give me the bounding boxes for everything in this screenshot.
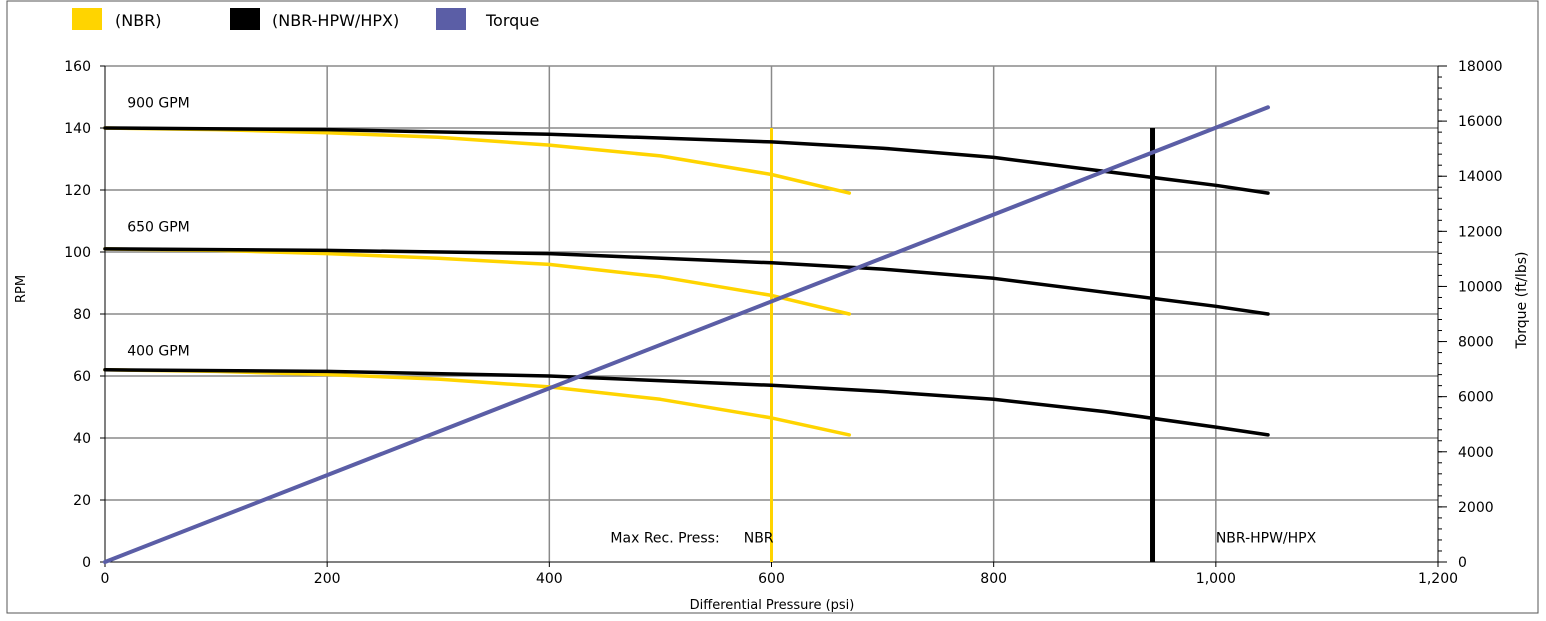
legend-swatch-nbr-hpw-hpx (230, 8, 260, 30)
legend-swatch-nbr (72, 8, 102, 30)
series-line (103, 126, 1270, 195)
chart-labels: 900 GPM 650 GPM 400 GPM Max Rec. Press: NBR N… (127, 96, 1316, 547)
annotation-label: NBR (744, 530, 774, 546)
legend-label-nbr-hpw-hpx: (NBR-HPW/HPX) (272, 11, 399, 30)
y2-axis-label: Torque (ft/lbs) (1514, 252, 1530, 350)
reference-lines (770, 128, 1156, 562)
x-tick-label: 400 (536, 571, 563, 587)
y-tick-label: 20 (73, 493, 91, 509)
flow-label: 650 GPM (127, 220, 190, 236)
y-tick-label: 160 (64, 59, 91, 75)
legend-label-nbr: (NBR) (115, 11, 162, 30)
x-tick-label: 1,200 (1418, 571, 1458, 587)
y2-tick-label: 2000 (1458, 500, 1494, 516)
y2-tick-label: 4000 (1458, 445, 1494, 461)
y-tick-label: 0 (82, 555, 91, 571)
x-tick-label: 0 (101, 571, 110, 587)
y-tick-label: 80 (73, 307, 91, 323)
x-tick-label: 200 (314, 571, 341, 587)
annotation-label: NBR-HPW/HPX (1216, 530, 1317, 546)
x-tick-label: 800 (980, 571, 1007, 587)
legend: (NBR) (NBR-HPW/HPX) Torque (72, 8, 539, 30)
x-axis-label: Differential Pressure (psi) (690, 598, 855, 613)
y-tick-label: 140 (64, 121, 91, 137)
y2-tick-label: 12000 (1458, 224, 1503, 240)
series-line (103, 368, 1270, 437)
series-line (103, 247, 1270, 316)
flow-label: 900 GPM (127, 96, 190, 112)
y-tick-label: 40 (73, 431, 91, 447)
y2-tick-label: 10000 (1458, 279, 1503, 295)
y-tick-label: 60 (73, 369, 91, 385)
y2-tick-label: 8000 (1458, 335, 1494, 351)
y-tick-label: 100 (64, 245, 91, 261)
y2-tick-label: 0 (1458, 555, 1467, 571)
x-tick-label: 1,000 (1196, 571, 1236, 587)
x-tick-label: 600 (758, 571, 785, 587)
annotation-label: Max Rec. Press: (610, 530, 719, 546)
legend-label-torque: Torque (485, 11, 539, 30)
y2-tick-label: 18000 (1458, 59, 1503, 75)
y2-tick-label: 16000 (1458, 114, 1503, 130)
y2-tick-label: 6000 (1458, 390, 1494, 406)
flow-label: 400 GPM (127, 344, 190, 360)
series-lines (103, 105, 1270, 564)
y-axis-label: RPM (14, 275, 29, 303)
series-line (103, 105, 1270, 564)
y-tick-label: 120 (64, 183, 91, 199)
legend-swatch-torque (436, 8, 466, 30)
y2-tick-label: 14000 (1458, 169, 1503, 185)
